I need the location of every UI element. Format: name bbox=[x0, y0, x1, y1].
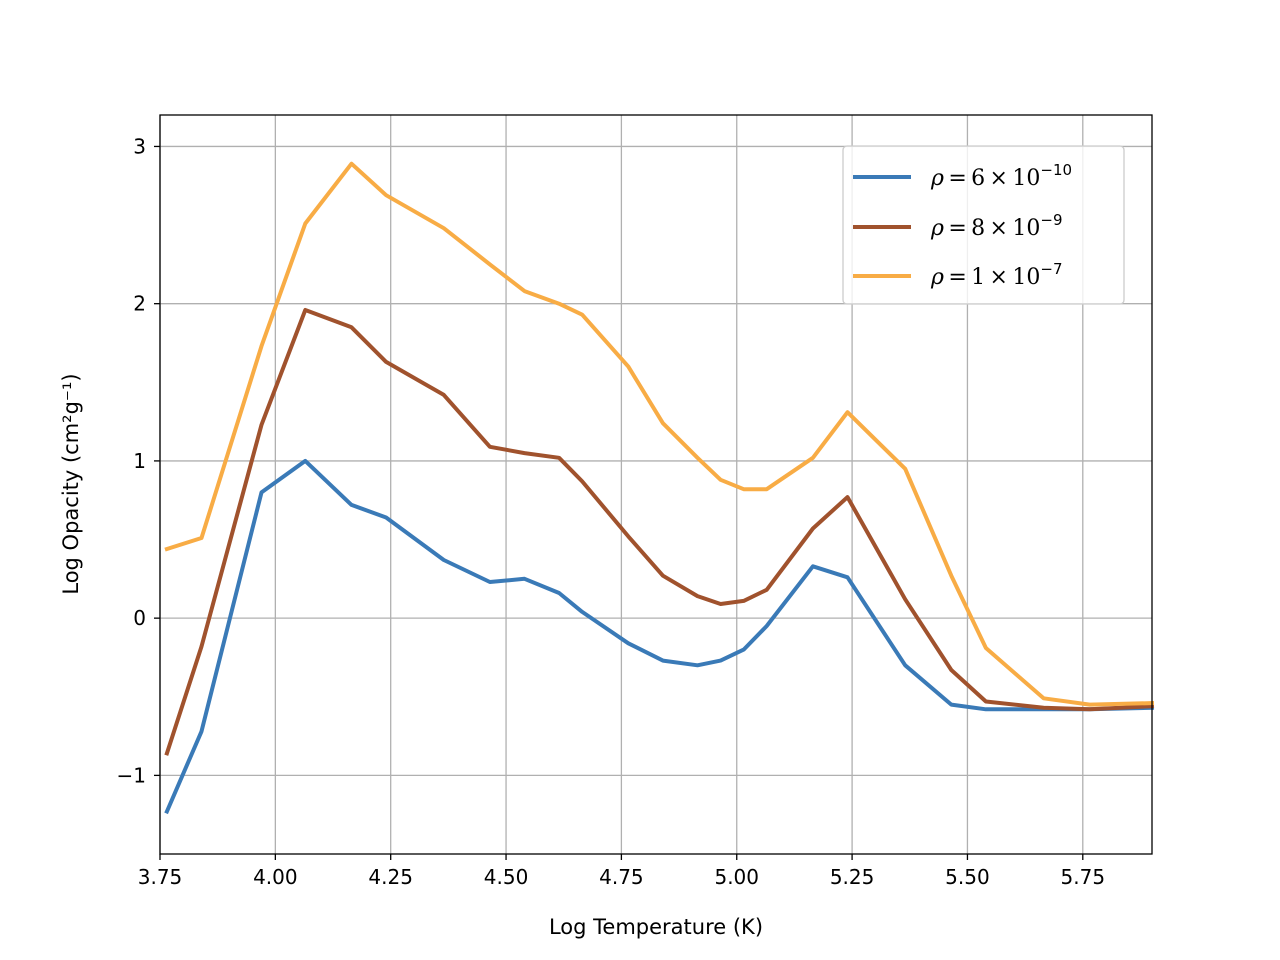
y-tick-label: 1 bbox=[133, 449, 146, 473]
y-axis-label: Log Opacity (cm²g⁻¹) bbox=[59, 373, 83, 594]
x-tick-label: 4.25 bbox=[368, 865, 413, 889]
y-tick-label: 0 bbox=[133, 606, 146, 630]
y-tick-label: −1 bbox=[117, 763, 146, 787]
x-tick-label: 5.75 bbox=[1061, 865, 1106, 889]
legend-label-3: ρ = 1 × 10−7 bbox=[930, 260, 1063, 290]
legend-label-2: ρ = 8 × 10−9 bbox=[930, 211, 1063, 241]
x-tick-label: 4.75 bbox=[599, 865, 644, 889]
series-line-3 bbox=[164, 161, 1155, 707]
x-axis-label: Log Temperature (K) bbox=[549, 915, 763, 939]
plot-frame bbox=[159, 114, 1153, 855]
series-line-2 bbox=[164, 308, 1155, 756]
legend: ρ = 6 × 10−10 ρ = 8 × 10−9 ρ = 1 × 10−7 bbox=[842, 145, 1125, 305]
axis-ticks: 3.75 4.00 4.25 4.50 4.75 5.00 5.25 5.50 5.75 −1 0 1… bbox=[117, 134, 1106, 889]
series-line-1 bbox=[164, 458, 1155, 815]
x-tick-label: 5.00 bbox=[714, 865, 759, 889]
legend-label-1: ρ = 6 × 10−10 bbox=[930, 161, 1072, 191]
legend-items: ρ = 6 × 10−10 ρ = 8 × 10−9 ρ = 1 × 10−7 bbox=[853, 161, 1072, 290]
x-tick-label: 5.50 bbox=[945, 865, 990, 889]
series-lines bbox=[164, 161, 1155, 815]
x-tick-label: 3.75 bbox=[138, 865, 183, 889]
x-tick-label: 4.00 bbox=[253, 865, 298, 889]
y-tick-label: 3 bbox=[133, 134, 146, 158]
x-tick-label: 4.50 bbox=[484, 865, 529, 889]
y-tick-label: 2 bbox=[133, 292, 146, 316]
legend-box bbox=[842, 145, 1125, 305]
x-tick-label: 5.25 bbox=[830, 865, 875, 889]
